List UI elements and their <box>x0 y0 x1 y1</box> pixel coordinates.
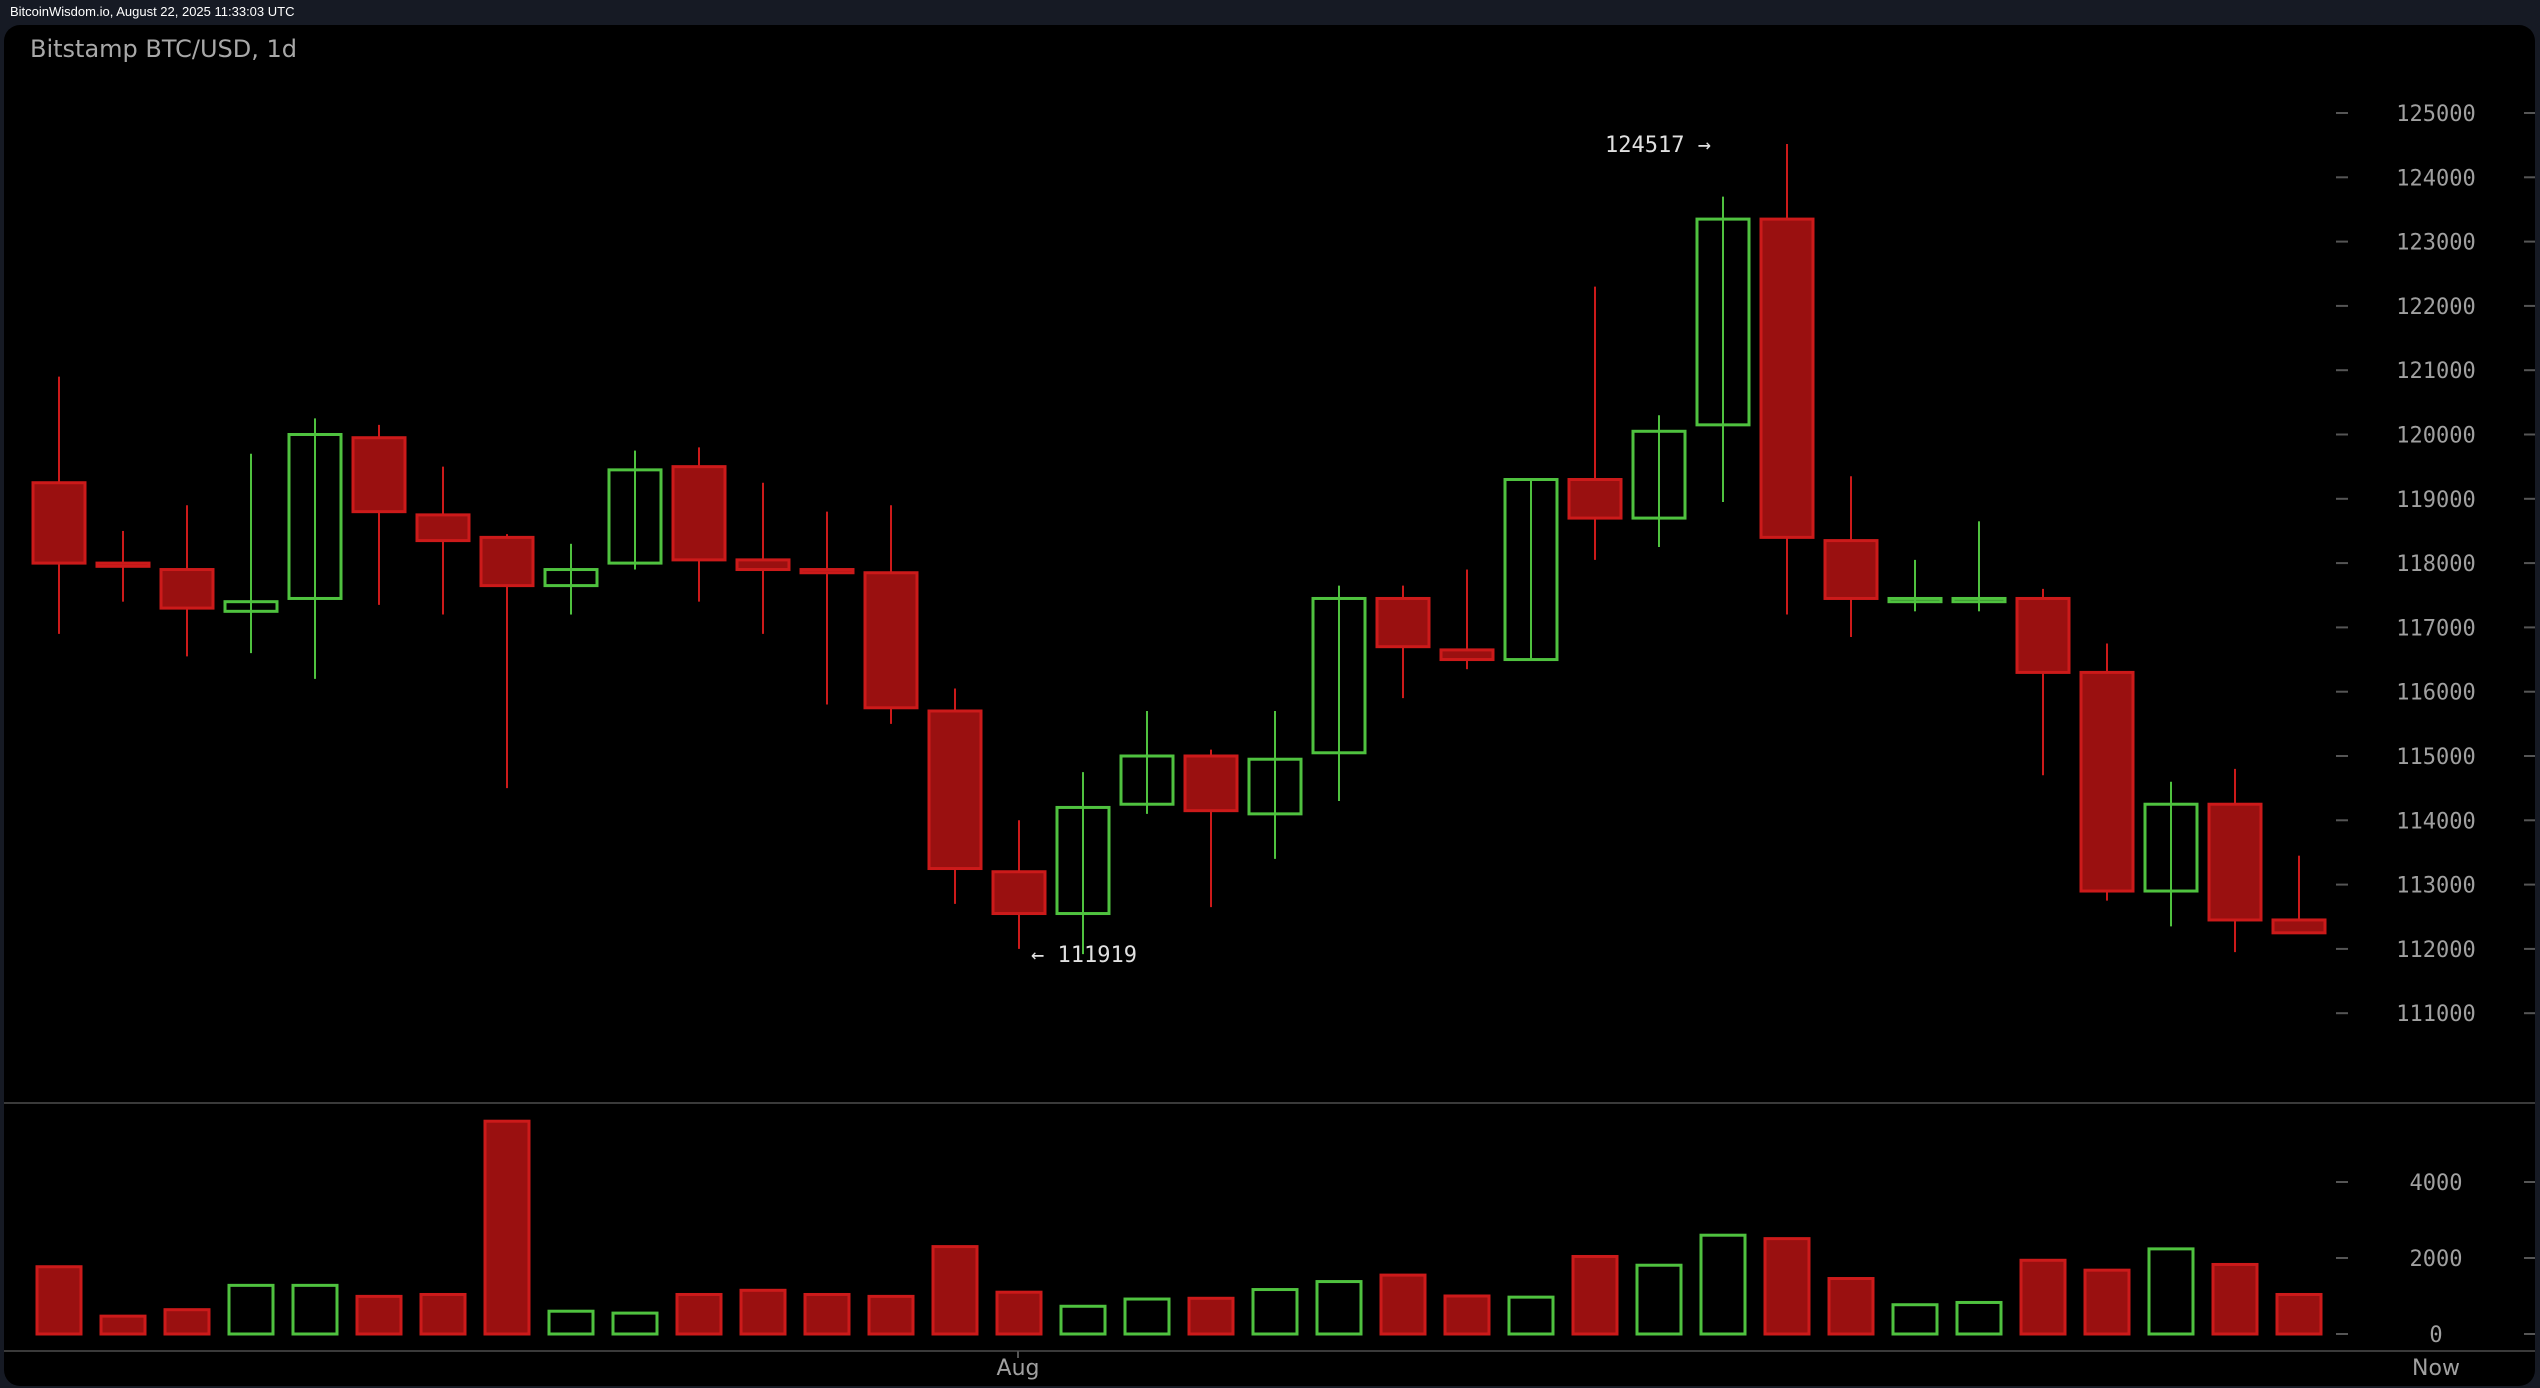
candle-down[interactable] <box>991 870 1047 916</box>
price-tick-label: 124000 <box>2396 166 2475 191</box>
candle-down[interactable] <box>479 535 535 588</box>
price-tick-label: 112000 <box>2396 938 2475 963</box>
volume-bar-up[interactable] <box>1315 1280 1363 1336</box>
candle-up[interactable] <box>1695 217 1751 427</box>
volume-bar-down[interactable] <box>803 1292 851 1336</box>
volume-bar-down[interactable] <box>1827 1277 1875 1336</box>
candle-up[interactable] <box>287 433 343 600</box>
volume-bar-up[interactable] <box>291 1283 339 1336</box>
x-label-month: Aug <box>997 1356 1040 1381</box>
volume-bar-down[interactable] <box>1763 1237 1811 1336</box>
price-tick-label: 123000 <box>2396 231 2475 256</box>
chart-title: Bitstamp BTC/USD, 1d <box>30 35 298 63</box>
candle-up[interactable] <box>1055 805 1111 916</box>
volume-bar-down[interactable] <box>2211 1262 2259 1336</box>
price-tick-label: 116000 <box>2396 681 2475 706</box>
candle-down[interactable] <box>1567 478 1623 520</box>
price-tick-label: 122000 <box>2396 295 2475 320</box>
price-tick-label: 114000 <box>2396 809 2475 834</box>
candle-down[interactable] <box>159 568 215 610</box>
volume-bar-up[interactable] <box>1699 1233 1747 1336</box>
volume-bar-down[interactable] <box>99 1314 147 1336</box>
candle-down[interactable] <box>2207 802 2263 922</box>
volume-bar-up[interactable] <box>547 1309 595 1336</box>
candle-down[interactable] <box>95 561 151 568</box>
price-tick-label: 111000 <box>2396 1002 2475 1027</box>
volume-bar-down[interactable] <box>163 1308 211 1336</box>
candle-up[interactable] <box>1311 596 1367 755</box>
candle-up[interactable] <box>1951 596 2007 604</box>
volume-tick-label: 2000 <box>2410 1247 2463 1272</box>
candle-down[interactable] <box>1375 596 1431 649</box>
candle-down[interactable] <box>1439 648 1495 662</box>
volume-bar-up[interactable] <box>2147 1247 2195 1336</box>
price-tick-label: 118000 <box>2396 552 2475 577</box>
volume-bar-down[interactable] <box>483 1119 531 1336</box>
volume-bar-down[interactable] <box>1187 1296 1235 1336</box>
price-tick-label: 113000 <box>2396 874 2475 899</box>
candle-down[interactable] <box>31 481 87 565</box>
candle-up[interactable] <box>1887 596 1943 604</box>
candle-down[interactable] <box>351 436 407 514</box>
candle-down[interactable] <box>1183 754 1239 813</box>
candle-up[interactable] <box>2143 802 2199 893</box>
candle-down[interactable] <box>1823 539 1879 600</box>
volume-bar-down[interactable] <box>419 1292 467 1336</box>
volume-bar-down[interactable] <box>355 1294 403 1336</box>
candle-down[interactable] <box>927 709 983 871</box>
price-tick-label: 119000 <box>2396 488 2475 513</box>
volume-bar-down[interactable] <box>2019 1258 2067 1336</box>
volume-bar-down[interactable] <box>931 1245 979 1336</box>
candle-up[interactable] <box>1247 757 1303 816</box>
volume-bar-up[interactable] <box>227 1283 275 1336</box>
volume-tick-label: 4000 <box>2410 1171 2463 1196</box>
volume-bar-down[interactable] <box>2083 1268 2131 1336</box>
price-tick-label: 115000 <box>2396 745 2475 770</box>
volume-bar-down[interactable] <box>739 1288 787 1336</box>
volume-bar-up[interactable] <box>1635 1263 1683 1336</box>
high-annotation: 124517 → <box>1605 133 1711 158</box>
volume-bar-up[interactable] <box>1507 1295 1555 1336</box>
x-label-now: Now <box>2412 1356 2460 1381</box>
candle-up[interactable] <box>1119 754 1175 806</box>
price-tick-label: 121000 <box>2396 359 2475 384</box>
volume-bar-up[interactable] <box>1251 1288 1299 1336</box>
candlestick-chart[interactable]: 125000 124000 123000 122000 121000 120000 1190… <box>4 25 2535 1386</box>
chart-panel: Bitstamp BTC/USD, 1d 125000 124000 123000 1… <box>4 25 2535 1386</box>
source-timestamp: BitcoinWisdom.io, August 22, 2025 11:33:… <box>10 4 295 19</box>
volume-bar-up[interactable] <box>1891 1303 1939 1336</box>
candle-down[interactable] <box>415 513 471 543</box>
candle-up[interactable] <box>607 468 663 565</box>
candle-down[interactable] <box>1759 217 1815 539</box>
candle-down[interactable] <box>735 558 791 572</box>
candle-down[interactable] <box>2271 918 2327 935</box>
volume-bar-down[interactable] <box>867 1294 915 1336</box>
candle-down[interactable] <box>671 465 727 562</box>
candle-up[interactable] <box>1503 478 1559 662</box>
volume-bar-up[interactable] <box>1955 1300 2003 1336</box>
price-tick-label: 120000 <box>2396 424 2475 449</box>
volume-bar-up[interactable] <box>1059 1304 1107 1336</box>
volume-bar-down[interactable] <box>1379 1273 1427 1336</box>
volume-bar-down[interactable] <box>1571 1254 1619 1336</box>
candle-up[interactable] <box>1631 429 1687 520</box>
low-annotation: ← 111919 <box>1031 943 1137 968</box>
volume-bar-down[interactable] <box>675 1292 723 1336</box>
candle-up[interactable] <box>543 568 599 588</box>
volume-bar-down[interactable] <box>2275 1292 2323 1336</box>
volume-bar-up[interactable] <box>1123 1297 1171 1336</box>
candle-down[interactable] <box>2015 596 2071 674</box>
candle-down[interactable] <box>863 571 919 710</box>
price-tick-label: 117000 <box>2396 616 2475 641</box>
price-tick-label: 125000 <box>2396 102 2475 127</box>
volume-bar-down[interactable] <box>1443 1294 1491 1336</box>
volume-bar-up[interactable] <box>611 1311 659 1336</box>
volume-bar-down[interactable] <box>995 1290 1043 1336</box>
candle-down[interactable] <box>799 568 855 575</box>
candle-down[interactable] <box>2079 670 2135 893</box>
candle-up[interactable] <box>223 600 279 613</box>
volume-tick-label: 0 <box>2429 1323 2442 1348</box>
volume-bar-down[interactable] <box>35 1265 83 1336</box>
